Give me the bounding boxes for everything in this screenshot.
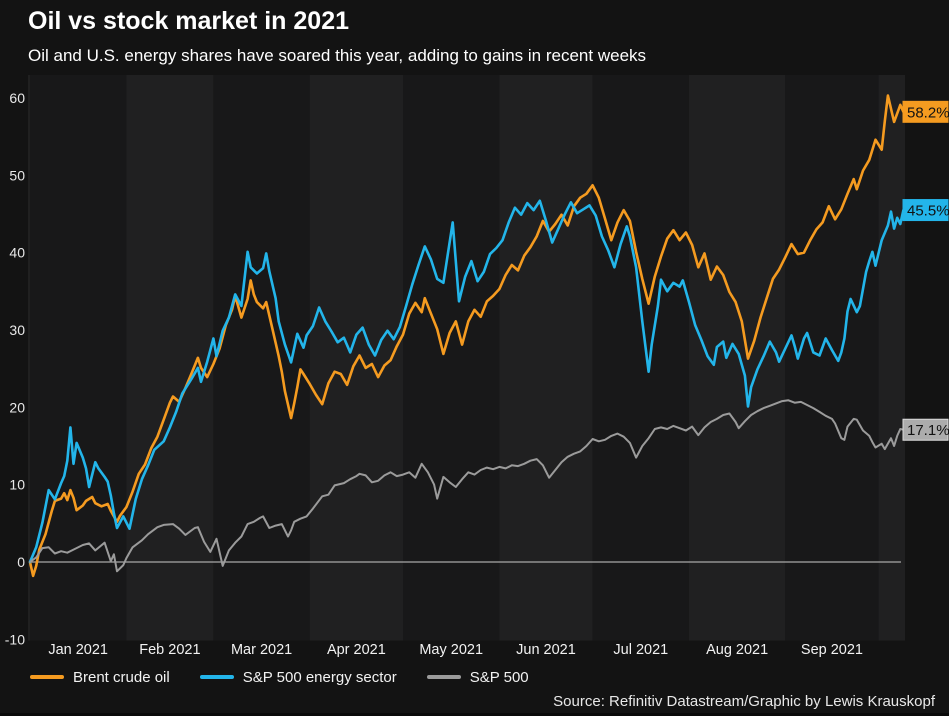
- s-p-500-line: [29, 399, 905, 573]
- legend-label: S&P 500: [469, 668, 529, 686]
- y-axis-line: [28, 75, 30, 641]
- month-band: [688, 75, 786, 641]
- y-tick-label: 30: [9, 322, 25, 338]
- y-tick-label: 40: [9, 245, 25, 261]
- x-tick-label: Jun 2021: [516, 642, 576, 658]
- chart-legend: Brent crude oil S&P 500 energy sector S&…: [30, 667, 529, 687]
- chart-header: Oil vs stock market in 2021 Oil and U.S.…: [28, 6, 646, 66]
- x-tick-label: Apr 2021: [327, 642, 386, 658]
- s-p-500-energy-sector-end-label: 45.5%: [907, 203, 949, 220]
- month-band: [878, 75, 905, 641]
- legend-item-sp500-energy-sector: S&P 500 energy sector: [199, 668, 397, 686]
- source-credit: Source: Refinitiv Datastream/Graphic by …: [553, 693, 935, 710]
- page-title: Oil vs stock market in 2021: [28, 7, 350, 35]
- brent-crude-oil-end-label: 58.2%: [907, 104, 949, 121]
- y-tick-label: 10: [9, 477, 25, 493]
- page-subtitle: Oil and U.S. energy shares have soared t…: [28, 46, 647, 66]
- y-tick-label: 60: [9, 90, 25, 106]
- y-tick-label: 50: [9, 167, 25, 183]
- x-tick-label: Aug 2021: [706, 642, 768, 658]
- sp500-energy-sector-swatch: [199, 675, 234, 679]
- brent-crude-oil-end-label-box: [902, 100, 949, 123]
- bottom-divider: [0, 713, 949, 716]
- brent-crude-oil-line: [28, 94, 905, 578]
- x-tick-label: Jul 2021: [613, 642, 668, 658]
- month-band: [126, 75, 214, 641]
- month-band: [30, 75, 127, 641]
- legend-label: Brent crude oil: [73, 668, 170, 686]
- month-band: [213, 75, 310, 641]
- x-tick-label: Jan 2021: [48, 642, 108, 658]
- sp500-swatch: [426, 675, 461, 679]
- s-p-500-energy-sector-end-label-box: [902, 199, 949, 222]
- y-tick-label: -10: [5, 631, 25, 647]
- x-tick-label: Feb 2021: [139, 642, 200, 658]
- y-tick-label: 20: [9, 399, 25, 415]
- x-tick-label: Sep 2021: [801, 642, 863, 658]
- legend-label: S&P 500 energy sector: [242, 668, 397, 686]
- s-p-500-end-label-box: [902, 418, 949, 441]
- x-tick-label: Mar 2021: [231, 642, 292, 658]
- y-tick-label: 0: [17, 554, 25, 570]
- brent-crude-oil-swatch: [30, 675, 64, 679]
- month-band: [499, 75, 593, 641]
- x-tick-label: May 2021: [419, 642, 483, 658]
- s-p-500-energy-sector-line: [28, 199, 905, 564]
- month-band: [309, 75, 404, 641]
- month-band: [403, 75, 500, 641]
- legend-item-sp500: S&P 500: [426, 668, 529, 686]
- legend-item-brent-crude-oil: Brent crude oil: [30, 669, 170, 686]
- s-p-500-end-label: 17.1%: [907, 422, 949, 439]
- month-band: [592, 75, 689, 641]
